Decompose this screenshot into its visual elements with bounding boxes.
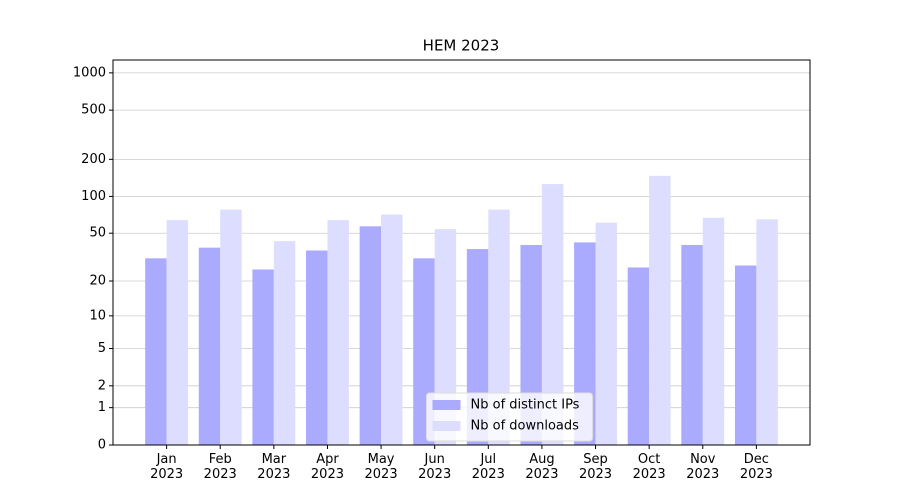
x-tick-label-box: Oct 2023 xyxy=(632,452,666,482)
y-tick-label: 1000 xyxy=(73,65,106,80)
x-tick-label: Dec 2023 xyxy=(739,452,773,482)
x-tick-label: Jul 2023 xyxy=(471,452,505,482)
bar xyxy=(145,258,167,445)
bar xyxy=(488,209,510,445)
y-tick-label: 500 xyxy=(81,103,106,118)
axes-frame xyxy=(112,59,811,446)
bar xyxy=(359,226,382,445)
legend-swatch xyxy=(432,421,461,431)
legend-label: Nb of downloads xyxy=(471,419,580,434)
x-tick-label: May 2023 xyxy=(364,452,398,482)
x-tick-label: Oct 2023 xyxy=(632,452,666,482)
bar xyxy=(649,175,671,445)
y-tick-label: 2 xyxy=(98,378,106,393)
bar xyxy=(252,269,274,445)
bar xyxy=(327,220,349,445)
y-tick-label: 1 xyxy=(98,400,106,415)
x-tick-label-box: Apr 2023 xyxy=(310,452,344,482)
x-tick-label: Apr 2023 xyxy=(310,452,344,482)
bar xyxy=(734,265,757,445)
y-tick-label: 100 xyxy=(81,189,106,204)
x-tick-label: Jan 2023 xyxy=(150,452,184,482)
x-tick-label-box: Jul 2023 xyxy=(471,452,505,482)
x-tick-label: Aug 2023 xyxy=(525,452,559,482)
bar xyxy=(166,220,189,445)
x-tick-label-box: Aug 2023 xyxy=(525,452,559,482)
x-tick-label: Nov 2023 xyxy=(686,452,720,482)
x-tick-label: Sep 2023 xyxy=(578,452,613,482)
legend-label: Nb of distinct IPs xyxy=(471,398,580,413)
x-tick-label-box: Feb 2023 xyxy=(203,452,237,482)
x-tick-label-box: Nov 2023 xyxy=(686,452,720,482)
y-tick-label: 50 xyxy=(89,226,106,241)
bar xyxy=(220,209,242,445)
bar xyxy=(702,217,725,445)
bar xyxy=(434,229,457,445)
bar xyxy=(198,247,221,445)
y-tick-label: 20 xyxy=(89,274,106,289)
bar xyxy=(306,250,328,445)
bar xyxy=(273,241,296,445)
y-tick-label: 5 xyxy=(98,341,106,356)
chart-title: HEM 2023 xyxy=(423,37,500,55)
y-tick-label: 200 xyxy=(81,152,106,167)
x-tick-label-box: Dec 2023 xyxy=(739,452,773,482)
legend-swatch xyxy=(432,400,461,410)
bar xyxy=(381,214,403,445)
bar xyxy=(541,184,564,446)
x-tick-label-box: Sep 2023 xyxy=(578,452,613,482)
x-tick-label: Feb 2023 xyxy=(203,452,237,482)
y-tick-label: 10 xyxy=(89,308,106,323)
x-tick-label: Jun 2023 xyxy=(418,452,452,482)
bar xyxy=(627,267,650,445)
bar xyxy=(681,244,703,445)
bar xyxy=(756,219,778,445)
y-tick-label: 0 xyxy=(98,438,106,453)
x-tick-label-box: Mar 2023 xyxy=(257,452,291,482)
x-tick-label-box: May 2023 xyxy=(364,452,398,482)
bar xyxy=(595,222,617,445)
x-tick-label-box: Jan 2023 xyxy=(150,452,184,482)
legend-box xyxy=(426,392,593,442)
x-tick-label: Mar 2023 xyxy=(257,452,291,482)
x-tick-label-box: Jun 2023 xyxy=(418,452,452,482)
